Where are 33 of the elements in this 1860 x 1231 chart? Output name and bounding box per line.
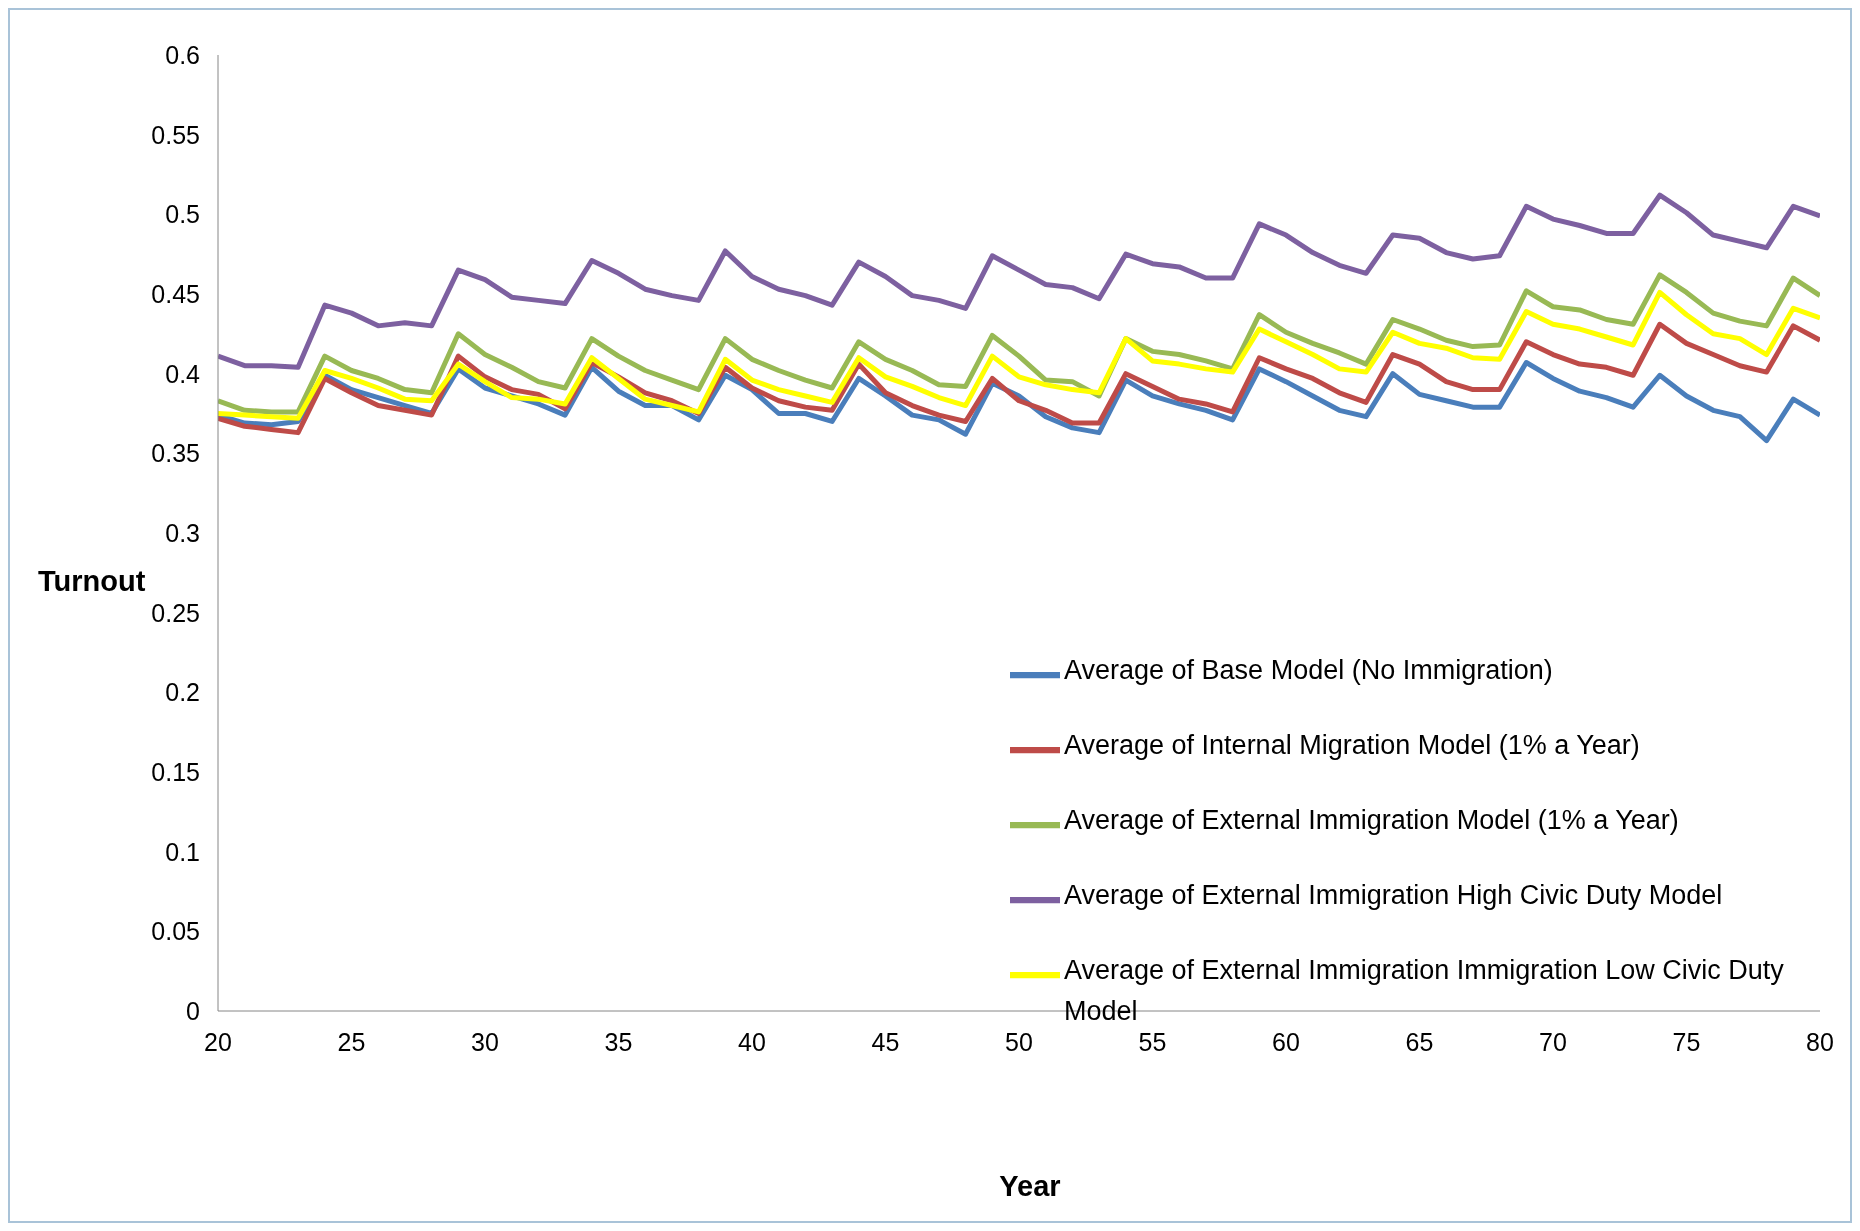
legend-label: Average of External Immigration Immigration Low Civic Duty Model [1064, 955, 1784, 1026]
legend-label: Average of Internal Migration Model (1% a Year) [1064, 729, 1640, 762]
x-tick-label: 45 [871, 1027, 900, 1056]
y-tick-label: 0.1 [165, 837, 200, 866]
y-axis-title: Turnout [38, 565, 146, 598]
x-tick-label: 55 [1138, 1027, 1167, 1056]
x-axis-title: Year [998, 1170, 1062, 1203]
y-tick-label: 0.6 [165, 40, 200, 69]
y-tick-label: 0.15 [151, 757, 200, 786]
y-tick-label: 0.25 [151, 598, 200, 627]
x-tick-label: 70 [1539, 1027, 1567, 1056]
x-tick-label: 75 [1672, 1027, 1701, 1056]
y-tick-label: 0.45 [151, 279, 200, 308]
y-tick-label: 0.35 [151, 439, 200, 468]
legend-label: Average of External Immigration High Civic Duty Model [1064, 879, 1723, 912]
legend-label: Average of Base Model (No Immigration) [1064, 654, 1553, 687]
y-tick-label: 0.2 [165, 678, 200, 707]
x-tick-label: 50 [1005, 1027, 1033, 1056]
legend-label: Average of External Immigration Model (1% a Year) [1064, 804, 1679, 837]
x-tick-label: 25 [337, 1027, 366, 1056]
y-tick-label: 0.3 [165, 518, 200, 547]
x-tick-label: 30 [471, 1027, 499, 1056]
y-tick-label: 0.55 [151, 120, 200, 149]
x-tick-label: 20 [204, 1027, 232, 1056]
x-tick-label: 65 [1405, 1027, 1434, 1056]
x-tick-label: 40 [738, 1027, 766, 1056]
y-tick-label: 0 [186, 996, 200, 1025]
y-tick-label: 0.05 [151, 917, 200, 946]
y-tick-label: 0.4 [165, 359, 201, 388]
x-tick-label: 35 [604, 1027, 633, 1056]
x-tick-label: 80 [1806, 1027, 1834, 1056]
y-tick-label: 0.5 [165, 200, 200, 229]
x-tick-label: 60 [1272, 1027, 1300, 1056]
